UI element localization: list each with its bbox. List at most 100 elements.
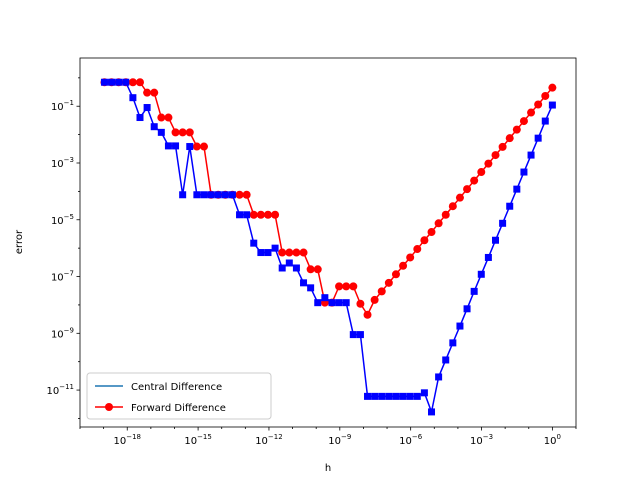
central-difference-point (378, 392, 386, 400)
x-tick-label: 10−9 (328, 433, 351, 447)
forward-difference-point (143, 88, 152, 97)
forward-difference-point (463, 185, 472, 194)
forward-difference-point (406, 253, 415, 262)
forward-difference-point (285, 248, 294, 257)
central-difference-point (520, 168, 528, 176)
forward-difference-point (171, 128, 180, 137)
central-difference-point (356, 331, 364, 339)
y-tick-label: 10−7 (51, 270, 74, 284)
forward-difference-point (292, 248, 301, 257)
central-difference-point (492, 236, 500, 244)
forward-difference-point (377, 287, 386, 296)
central-difference-point (413, 392, 421, 400)
central-difference-point (157, 128, 165, 136)
forward-difference-point (242, 190, 251, 199)
central-difference-point (328, 299, 336, 307)
central-difference-point (392, 392, 400, 400)
forward-difference-point (448, 202, 457, 211)
x-axis-label: h (325, 463, 331, 474)
central-difference-point (243, 211, 251, 219)
forward-difference-point (349, 282, 358, 291)
forward-difference-point (484, 159, 493, 168)
central-difference-point (442, 356, 450, 364)
x-axis-ticks: 10−18 10−15 10−12 10−9 10−6 10−3 100 (79, 427, 577, 447)
x-tick-label: 10−3 (470, 433, 493, 447)
central-difference-point (228, 191, 236, 199)
central-difference-point (470, 287, 478, 295)
forward-difference-point (306, 265, 315, 274)
central-difference-point (164, 142, 172, 150)
forward-difference-point (384, 278, 393, 287)
x-tick-label: 10−12 (255, 433, 283, 447)
central-difference-point (342, 299, 350, 307)
forward-difference-point (519, 117, 528, 126)
forward-difference-point (356, 299, 365, 308)
central-difference-series (100, 78, 556, 416)
forward-difference-point (185, 128, 194, 137)
y-tick-label: 10−1 (51, 99, 74, 113)
y-axis-ticks: 10−11 10−9 10−7 10−5 10−3 10−1 (46, 77, 80, 419)
central-difference-point (477, 270, 485, 278)
forward-difference-point (128, 78, 137, 87)
forward-difference-point (434, 219, 443, 228)
forward-difference-point (541, 91, 550, 100)
central-difference-point (115, 78, 123, 86)
central-difference-point (221, 191, 229, 199)
central-difference-point (534, 134, 542, 142)
central-difference-point (527, 151, 535, 159)
central-difference-point (506, 202, 514, 210)
central-difference-point (108, 78, 116, 86)
central-difference-point (257, 249, 265, 257)
forward-difference-point (470, 176, 479, 185)
central-difference-line (104, 81, 554, 413)
x-tick-label: 100 (544, 433, 561, 447)
forward-difference-point (178, 128, 187, 137)
forward-difference-point (420, 236, 429, 245)
central-difference-point (100, 78, 108, 86)
central-difference-point (193, 191, 201, 199)
forward-difference-point (199, 142, 208, 151)
central-difference-point (499, 219, 507, 227)
forward-difference-point (491, 151, 500, 160)
forward-difference-point (235, 190, 244, 199)
central-difference-point (463, 305, 471, 313)
central-difference-point (456, 322, 464, 330)
y-tick-label: 10−5 (51, 213, 74, 227)
central-difference-point (449, 339, 457, 347)
central-difference-point (364, 392, 372, 400)
forward-difference-point (135, 78, 144, 87)
forward-difference-point (313, 265, 322, 274)
central-difference-point (200, 191, 208, 199)
forward-difference-point (455, 193, 464, 202)
x-tick-label: 10−18 (113, 433, 141, 447)
forward-difference-point (263, 210, 272, 219)
central-difference-point (285, 259, 293, 267)
legend-box (86, 372, 272, 420)
central-difference-point (150, 123, 158, 131)
legend-central-difference-label: Central Difference (131, 382, 222, 393)
central-difference-point (428, 408, 436, 416)
central-difference-point (321, 294, 329, 302)
forward-difference-point (534, 100, 543, 109)
forward-difference-point (157, 113, 166, 122)
central-difference-point (264, 249, 272, 257)
forward-difference-point (477, 168, 486, 177)
central-difference-point (207, 191, 215, 199)
forward-difference-point (441, 210, 450, 219)
central-difference-point (548, 101, 556, 109)
central-difference-point (385, 392, 393, 400)
forward-difference-point (278, 248, 287, 257)
forward-difference-point (512, 125, 521, 134)
y-tick-label: 10−3 (51, 156, 74, 170)
central-difference-point (371, 392, 379, 400)
central-difference-point (186, 143, 194, 151)
forward-difference-point (391, 270, 400, 279)
forward-difference-point (342, 282, 351, 291)
central-difference-point (172, 142, 180, 150)
central-difference-point (179, 191, 187, 199)
central-difference-point (143, 104, 151, 112)
legend: Central Difference Forward Difference (86, 372, 272, 420)
x-tick-label: 10−6 (399, 433, 423, 447)
central-difference-point (236, 211, 244, 219)
forward-difference-point (164, 113, 173, 122)
